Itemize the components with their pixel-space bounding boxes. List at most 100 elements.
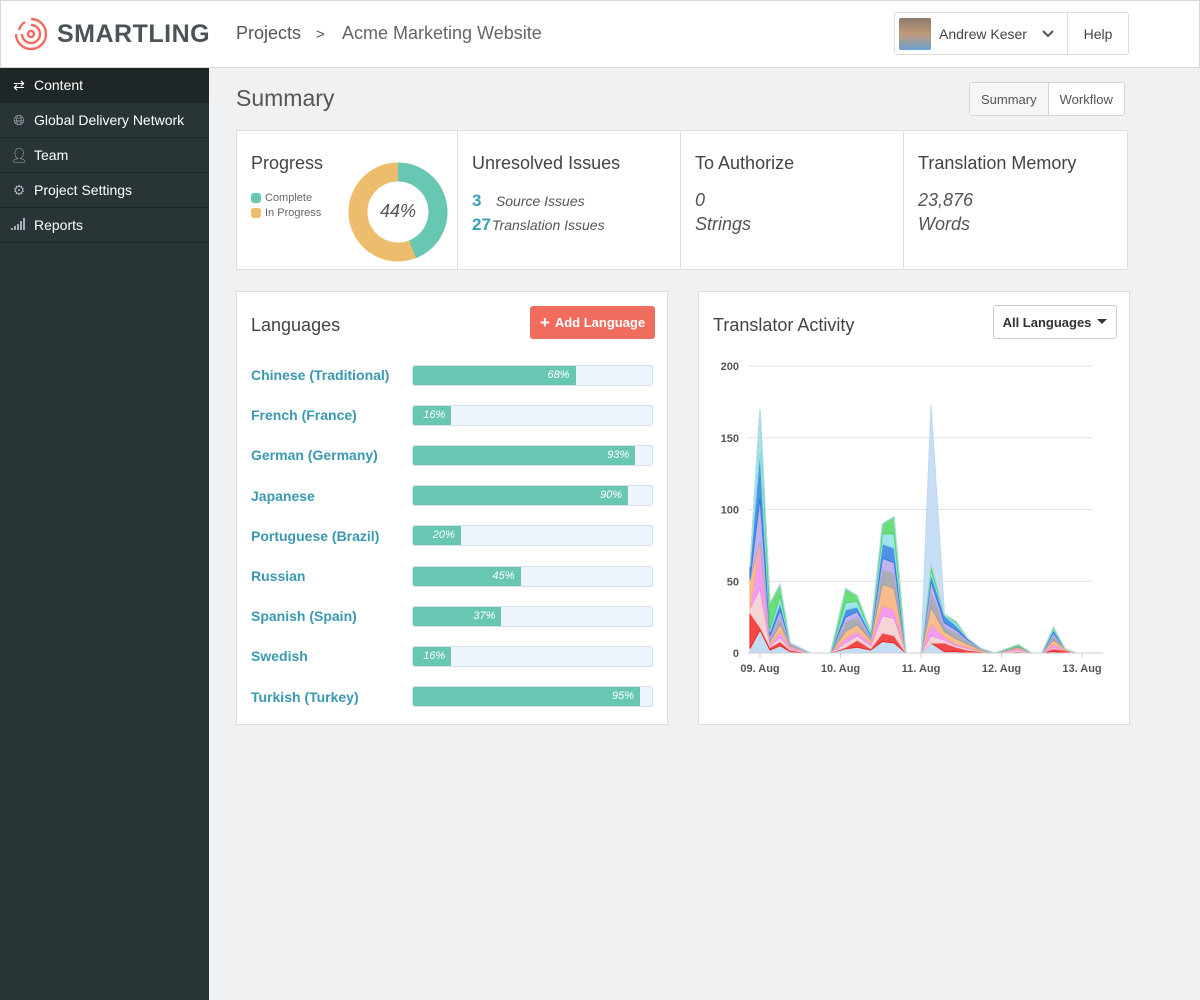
sidebar-item-global-delivery-network[interactable]: 🌐︎ Global Delivery Network — [0, 103, 209, 138]
avatar — [899, 17, 931, 50]
x-tick-label: 10. Aug — [821, 663, 860, 675]
user-icon: 👤︎ — [10, 146, 28, 163]
translation-memory-unit: Words — [918, 214, 971, 234]
language-name[interactable]: Japanese — [251, 487, 315, 504]
language-progress-label: 37% — [473, 609, 496, 622]
language-progress-fill: 20% — [413, 526, 461, 546]
to-authorize-unit: Strings — [695, 214, 752, 234]
progress-card: Progress Complete In Progress 44% — [237, 131, 459, 269]
languages-title: Languages — [251, 315, 341, 335]
sidebar-item-label: Team — [34, 147, 69, 163]
language-progress-label: 20% — [432, 529, 455, 542]
language-progress-bar: 16% — [412, 645, 653, 667]
complete-swatch — [251, 192, 261, 203]
sidebar-item-project-settings[interactable]: ⚙ Project Settings — [0, 173, 209, 208]
user-menu[interactable]: Andrew Keser — [895, 13, 1068, 54]
language-row[interactable]: Chinese (Traditional) 68% — [251, 364, 653, 386]
y-tick-label: 50 — [727, 576, 739, 588]
language-name[interactable]: Portuguese (Brazil) — [251, 527, 380, 544]
arrows-icon: ⇄ — [13, 76, 25, 93]
language-row[interactable]: French (France) 16% — [251, 404, 653, 426]
language-progress-bar: 93% — [412, 444, 653, 466]
progress-percent: 44% — [379, 201, 417, 221]
source-issues-count: 3 — [472, 191, 482, 210]
chevron-down-icon — [1042, 29, 1054, 37]
add-language-button[interactable]: + Add Language — [530, 306, 655, 339]
language-row[interactable]: Spanish (Spain) 37% — [251, 605, 653, 627]
language-progress-fill: 37% — [413, 606, 502, 626]
y-tick-label: 200 — [721, 361, 739, 373]
sidebar-item-content[interactable]: ⇄ Content — [0, 68, 209, 103]
add-language-label: Add Language — [554, 315, 646, 330]
source-issues-link[interactable]: 3 Source Issues — [472, 191, 666, 211]
x-tick-label: 11. Aug — [902, 663, 941, 675]
sidebar-item-label: Global Delivery Network — [34, 112, 185, 128]
sidebar: ⇄ Content 🌐︎ Global Delivery Network 👤︎ Tea… — [0, 68, 209, 1000]
language-progress-fill: 16% — [413, 646, 452, 666]
language-progress-bar: 45% — [412, 565, 653, 587]
help-button[interactable]: Help — [1083, 25, 1113, 42]
language-name[interactable]: Swedish — [251, 648, 308, 665]
globe-icon: 🌐︎ — [13, 111, 25, 128]
legend-in-progress: In Progress — [265, 206, 322, 219]
language-progress-fill: 16% — [413, 405, 452, 425]
x-tick-label: 09. Aug — [740, 663, 779, 675]
logo[interactable]: SMARTLING — [13, 16, 210, 52]
translator-activity-title: Translator Activity — [713, 315, 855, 335]
to-authorize-card: To Authorize 0 Strings — [681, 131, 905, 269]
language-progress-fill: 95% — [413, 687, 641, 707]
language-progress-bar: 16% — [412, 404, 653, 426]
y-tick-label: 150 — [721, 433, 739, 445]
language-progress-label: 95% — [612, 690, 635, 703]
language-name[interactable]: Chinese (Traditional) — [251, 367, 390, 383]
language-name[interactable]: German (Germany) — [251, 447, 378, 464]
page-title: Summary — [236, 85, 335, 111]
language-progress-fill: 90% — [413, 486, 629, 506]
user-controls: Andrew Keser Help — [894, 12, 1129, 55]
language-name[interactable]: Turkish (Turkey) — [251, 688, 359, 705]
translation-memory-card: Translation Memory 23,876 Words — [904, 131, 1127, 269]
language-progress-label: 68% — [547, 368, 570, 381]
to-authorize-value: 0 — [695, 190, 706, 210]
sidebar-item-team[interactable]: 👤︎ Team — [0, 138, 209, 173]
view-toggle: Summary Workflow — [969, 82, 1125, 116]
sidebar-item-reports[interactable]: Reports — [0, 208, 209, 243]
language-filter-dropdown[interactable]: All Languages — [993, 305, 1117, 339]
legend-complete: Complete — [265, 191, 313, 204]
language-progress-bar: 68% — [412, 364, 653, 386]
issues-card: Unresolved Issues 3 Source Issues 27Tran… — [458, 131, 682, 269]
progress-donut — [348, 162, 448, 262]
breadcrumb-current: Acme Marketing Website — [342, 23, 542, 43]
language-name[interactable]: Russian — [251, 568, 306, 584]
summary-stats: Progress Complete In Progress 44% Unreso… — [236, 130, 1128, 270]
language-name[interactable]: Spanish (Spain) — [251, 608, 357, 625]
language-progress-bar: 20% — [412, 525, 653, 547]
area-series-11 — [749, 404, 1103, 654]
tab-summary[interactable]: Summary — [970, 83, 1049, 115]
logo-text: SMARTLING — [57, 19, 211, 48]
language-progress-label: 90% — [600, 489, 623, 502]
language-row[interactable]: Swedish 16% — [251, 645, 653, 667]
language-row[interactable]: German (Germany) 93% — [251, 444, 653, 466]
breadcrumb-projects[interactable]: Projects — [236, 23, 302, 43]
tab-workflow[interactable]: Workflow — [1059, 91, 1113, 107]
progress-title: Progress — [251, 153, 324, 173]
language-row[interactable]: Turkish (Turkey) 95% — [251, 686, 653, 708]
progress-legend: Complete In Progress — [251, 190, 443, 220]
language-row[interactable]: Portuguese (Brazil) 20% — [251, 525, 653, 547]
breadcrumb-separator: > — [316, 26, 325, 43]
language-row[interactable]: Japanese 90% — [251, 485, 653, 507]
language-row[interactable]: Russian 45% — [251, 565, 653, 587]
top-header: SMARTLING Projects > Acme Marketing Webs… — [0, 0, 1200, 68]
language-name[interactable]: French (France) — [251, 407, 357, 424]
smartling-logo-icon — [14, 17, 48, 51]
to-authorize-title: To Authorize — [695, 153, 795, 173]
language-progress-label: 45% — [492, 569, 515, 582]
issues-title: Unresolved Issues — [472, 153, 621, 173]
translation-issues-label: Translation Issues — [492, 217, 605, 233]
languages-card: Languages + Add Language Chinese (Traditi… — [236, 291, 668, 725]
language-progress-bar: 37% — [412, 605, 653, 627]
language-progress-fill: 68% — [413, 365, 576, 385]
translation-issues-link[interactable]: 27Translation Issues — [472, 215, 666, 235]
x-tick-label: 12. Aug — [982, 663, 1021, 675]
